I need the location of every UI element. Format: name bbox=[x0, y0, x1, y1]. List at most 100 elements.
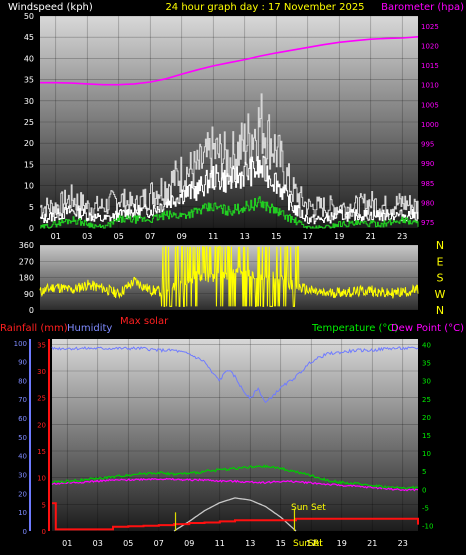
wind-y-tick-label: 30 bbox=[24, 97, 34, 106]
barometer-y-tick-label: 975 bbox=[421, 219, 434, 227]
humidity-y-tick-label: 30 bbox=[18, 472, 27, 480]
wind-x-tick-label: 19 bbox=[334, 232, 344, 241]
barometer-y-tick-label: 1015 bbox=[421, 62, 439, 70]
humidity-y-tick-label: 80 bbox=[18, 377, 27, 385]
wind-y-tick-label: 25 bbox=[24, 118, 34, 127]
wind-y-tick-label: 10 bbox=[24, 182, 34, 191]
thermo-x-tick-label: 01 bbox=[62, 539, 72, 548]
barometer-y-ticks: 975 980 985 990 995 1000 1005 1010 1015 1020 1025 bbox=[421, 23, 439, 227]
humidity-y-tick-label: 100 bbox=[14, 340, 27, 348]
dewpoint-axis-title: Dew Point (°C) bbox=[391, 323, 464, 334]
direction-y-tick-label: 90 bbox=[24, 290, 34, 299]
temperature-y-tick-label: -5 bbox=[422, 504, 429, 512]
thermo-plot-background bbox=[52, 339, 418, 531]
wind-y-tick-label: 0 bbox=[29, 224, 34, 233]
direction-y-ticks: 0 90 180 270 360 bbox=[19, 241, 34, 315]
humidity-y-tick-label: 60 bbox=[18, 415, 27, 423]
thermo-x-tick-label: 07 bbox=[154, 539, 164, 548]
barometer-y-tick-label: 1020 bbox=[421, 42, 439, 50]
wind-direction-line bbox=[39, 246, 419, 307]
humidity-line bbox=[51, 346, 419, 404]
direction-y-tick-label: 180 bbox=[19, 274, 34, 283]
wind-x-tick-label: 21 bbox=[366, 232, 376, 241]
temperature-y-tick-label: 35 bbox=[422, 360, 431, 368]
humidity-y-tick-label: 70 bbox=[18, 396, 27, 404]
humidity-y-tick-label: 50 bbox=[18, 434, 27, 442]
thermo-grid bbox=[52, 339, 418, 532]
compass-label: E bbox=[437, 255, 444, 268]
wind-x-tick-label: 15 bbox=[271, 232, 281, 241]
barometer-y-tick-label: 1000 bbox=[421, 121, 439, 129]
temperature-y-tick-label: 5 bbox=[422, 468, 426, 476]
wind-y-tick-label: 35 bbox=[24, 76, 34, 85]
thermo-x-tick-label: 19 bbox=[337, 539, 347, 548]
thermo-x-tick-label: 03 bbox=[93, 539, 103, 548]
barometer-axis-title: Barometer (hpa) bbox=[381, 2, 464, 13]
thermo-x-tick-label: 11 bbox=[215, 539, 225, 548]
barometer-y-tick-label: 1010 bbox=[421, 82, 439, 90]
barometer-y-tick-label: 1025 bbox=[421, 23, 439, 31]
thermo-x-tick-label: 23 bbox=[398, 539, 408, 548]
compass-label: S bbox=[437, 272, 444, 285]
thermo-x-ticks: 01 03 05 07 09 11 13 15 17 19 21 23 bbox=[62, 539, 408, 548]
wind-plot-background bbox=[40, 16, 418, 228]
sun-set-annotation: Sun Set bbox=[291, 503, 326, 513]
compass-label: W bbox=[435, 288, 446, 301]
rainfall-y-ticks: 0 5 10 15 20 25 30 35 bbox=[37, 341, 46, 536]
barometer-y-tick-label: 990 bbox=[421, 160, 434, 168]
rainfall-line bbox=[52, 502, 419, 531]
chart-title: 24 hour graph day : 17 November 2025 bbox=[165, 2, 364, 13]
temperature-y-tick-label: 0 bbox=[422, 486, 426, 494]
wind-x-tick-label: 01 bbox=[51, 232, 61, 241]
temperature-axis-title: Temperature (°C) bbox=[311, 323, 398, 334]
temperature-line bbox=[51, 464, 419, 491]
wind-x-tick-label: 13 bbox=[240, 232, 250, 241]
wind-gust-line bbox=[40, 93, 419, 219]
wind-series bbox=[40, 36, 419, 229]
humidity-y-tick-label: 0 bbox=[23, 528, 27, 536]
barometer-y-tick-label: 995 bbox=[421, 141, 434, 149]
barometer-line bbox=[40, 36, 419, 86]
humidity-y-tick-label: 10 bbox=[18, 509, 27, 517]
barometer-y-tick-label: 980 bbox=[421, 199, 434, 207]
wind-x-tick-label: 05 bbox=[114, 232, 124, 241]
humidity-y-tick-label: 90 bbox=[18, 359, 27, 367]
rainfall-axis-title: Rainfall (mm) bbox=[0, 323, 68, 334]
temperature-y-tick-label: 25 bbox=[422, 396, 431, 404]
rainfall-y-tick-label: 25 bbox=[37, 395, 46, 403]
wind-x-tick-label: 17 bbox=[303, 232, 313, 241]
wind-y-tick-label: 5 bbox=[29, 203, 34, 212]
thermo-x-tick-label: 05 bbox=[123, 539, 133, 548]
wind-x-tick-label: 09 bbox=[177, 232, 187, 241]
temperature-y-tick-label: 40 bbox=[422, 341, 431, 349]
wind-y-tick-label: 15 bbox=[24, 160, 34, 169]
compass-label: N bbox=[436, 239, 444, 252]
direction-series bbox=[39, 246, 419, 307]
rainfall-y-tick-label: 0 bbox=[42, 528, 46, 536]
thermo-x-tick-label: 21 bbox=[367, 539, 377, 548]
compass-label: N bbox=[436, 304, 444, 317]
rainfall-y-tick-label: 10 bbox=[37, 475, 46, 483]
barometer-y-tick-label: 1005 bbox=[421, 101, 439, 109]
wind-y-ticks: 0 5 10 15 20 25 30 35 40 45 50 bbox=[24, 12, 34, 233]
thermo-series bbox=[51, 346, 419, 532]
sunrise-marker-label: Sun Ri bbox=[293, 539, 322, 549]
humidity-y-ticks: 0 10 20 30 40 50 60 70 80 90 100 bbox=[14, 340, 27, 536]
wind-y-tick-label: 20 bbox=[24, 139, 34, 148]
wind-y-tick-label: 40 bbox=[24, 54, 34, 63]
barometer-y-tick-label: 985 bbox=[421, 180, 434, 188]
humidity-y-tick-label: 20 bbox=[18, 490, 27, 498]
temperature-y-ticks: -10 -5 0 5 10 15 20 25 30 35 40 bbox=[422, 341, 433, 530]
wind-x-ticks: 01 03 05 07 09 11 13 15 17 19 21 23 bbox=[51, 232, 408, 241]
temperature-y-tick-label: -10 bbox=[422, 523, 433, 531]
direction-y-tick-label: 360 bbox=[19, 241, 34, 250]
max-solar-label: Max solar bbox=[120, 316, 169, 327]
wind-x-tick-label: 11 bbox=[208, 232, 218, 241]
humidity-y-tick-label: 40 bbox=[18, 453, 27, 461]
wind-y-tick-label: 50 bbox=[24, 12, 34, 21]
temperature-y-tick-label: 15 bbox=[422, 432, 431, 440]
